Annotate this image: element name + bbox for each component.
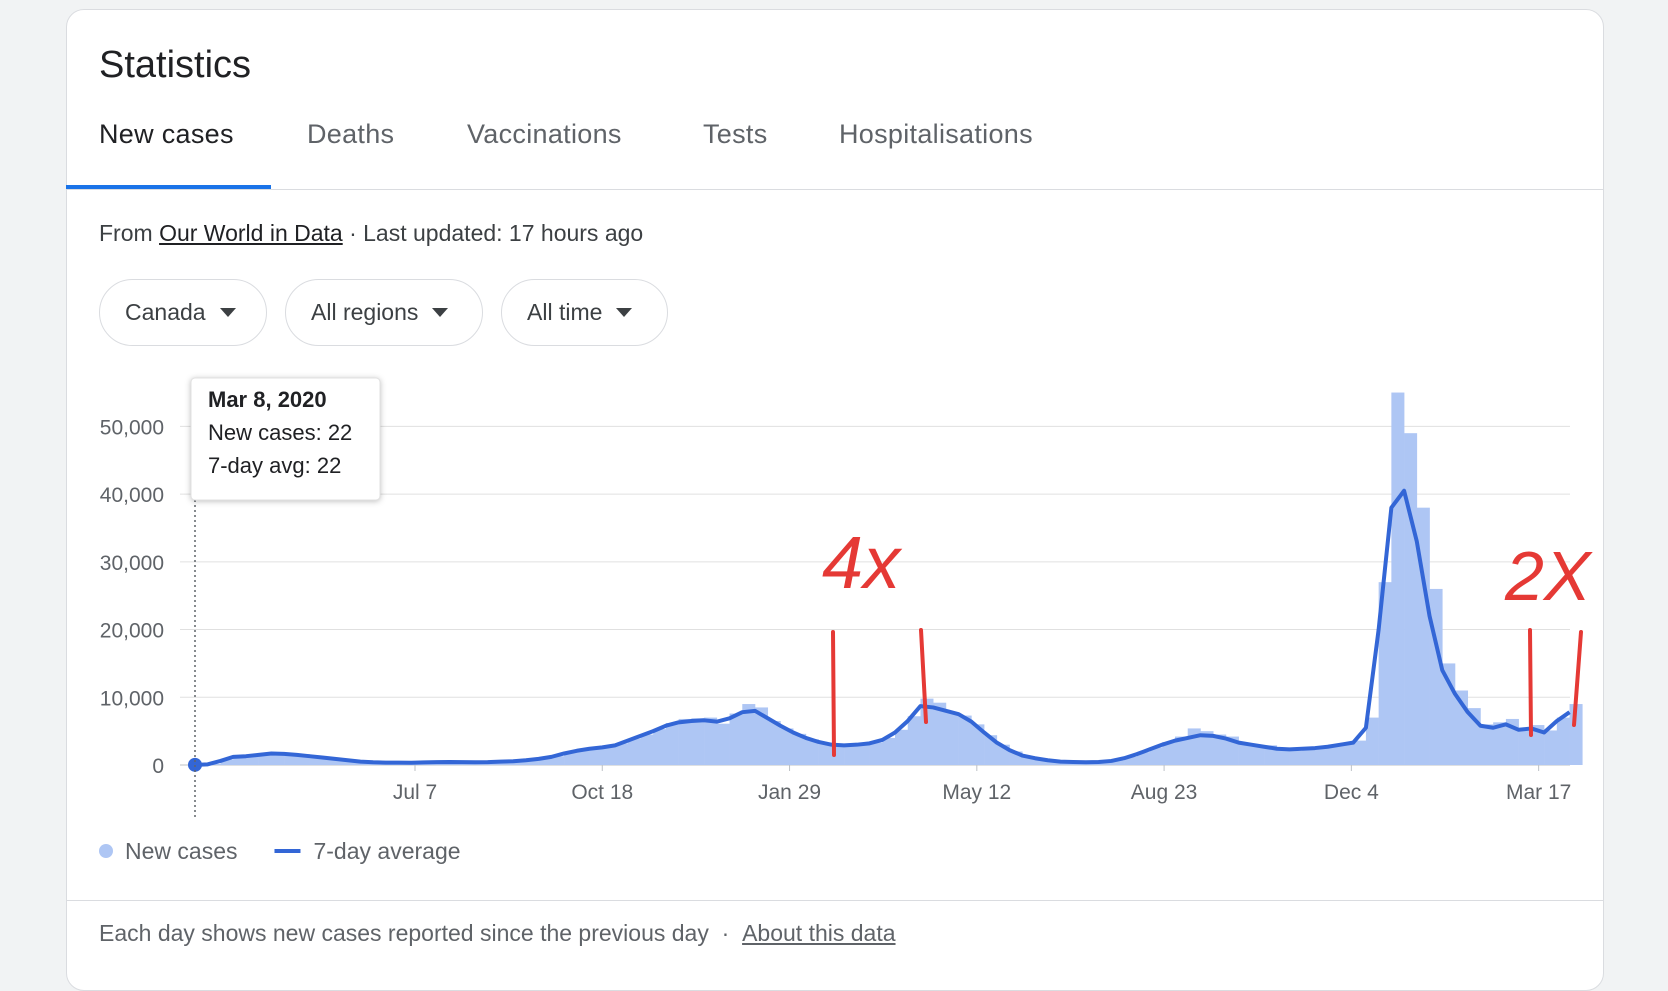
x-tick-label: Aug 23 — [1131, 781, 1198, 804]
y-tick-label: 0 — [152, 755, 164, 778]
bar — [857, 743, 870, 765]
bar — [870, 743, 883, 765]
x-tick-label: Dec 4 — [1324, 781, 1379, 804]
bar — [1290, 751, 1303, 765]
bar — [602, 747, 615, 765]
chart: 0 10,000 20,000 30,000 40,000 50,000 Jul 7 Oct … — [0, 0, 1668, 969]
x-tick-label: Jul 7 — [393, 781, 437, 804]
x-tick-label: Oct 18 — [571, 781, 633, 804]
bar — [1251, 746, 1264, 765]
legend: New cases 7-day average — [99, 838, 461, 864]
tooltip-new: New cases: 22 — [208, 420, 352, 445]
y-tick-label: 30,000 — [100, 552, 164, 575]
y-tick-label: 10,000 — [100, 687, 164, 710]
bar — [1404, 433, 1417, 765]
x-tick-label: May 12 — [942, 781, 1011, 804]
bar — [908, 716, 921, 765]
bar — [1277, 750, 1290, 765]
bar — [1544, 730, 1557, 765]
bar — [946, 713, 959, 765]
x-tick-label: Jan 29 — [758, 781, 821, 804]
bar — [730, 714, 743, 765]
tooltip-avg: 7-day avg: 22 — [208, 453, 341, 478]
tooltip: Mar 8, 2020 New cases: 22 7-day avg: 22 — [191, 378, 380, 500]
bar — [640, 735, 653, 765]
bar — [666, 723, 679, 765]
bar — [882, 738, 895, 765]
bar — [768, 721, 781, 765]
tooltip-date: Mar 8, 2020 — [208, 387, 327, 412]
bar — [704, 718, 717, 765]
bar — [1391, 393, 1404, 765]
annotation: 4x — [822, 521, 903, 604]
bar — [1239, 744, 1252, 765]
legend-label: 7-day average — [313, 838, 460, 864]
y-tick-label: 40,000 — [100, 484, 164, 507]
bar — [628, 739, 641, 765]
bar — [819, 743, 832, 765]
x-tick-label: Mar 17 — [1506, 781, 1571, 804]
legend-label: New cases — [125, 838, 237, 864]
bar — [691, 718, 704, 765]
bar — [1557, 718, 1570, 765]
bar — [679, 719, 692, 765]
y-tick-label: 20,000 — [100, 620, 164, 643]
y-tick-label: 50,000 — [100, 416, 164, 439]
legend-swatch — [99, 844, 113, 858]
bar — [717, 724, 730, 765]
bar — [653, 729, 666, 765]
annotation: 2X — [1504, 537, 1593, 615]
bar — [1430, 589, 1443, 765]
bar — [895, 730, 908, 765]
bar — [780, 728, 793, 765]
hover-point — [188, 758, 202, 772]
bar — [1480, 724, 1493, 765]
bar — [1353, 741, 1366, 765]
page: Statistics New cases Deaths Vaccinations… — [0, 0, 1668, 969]
